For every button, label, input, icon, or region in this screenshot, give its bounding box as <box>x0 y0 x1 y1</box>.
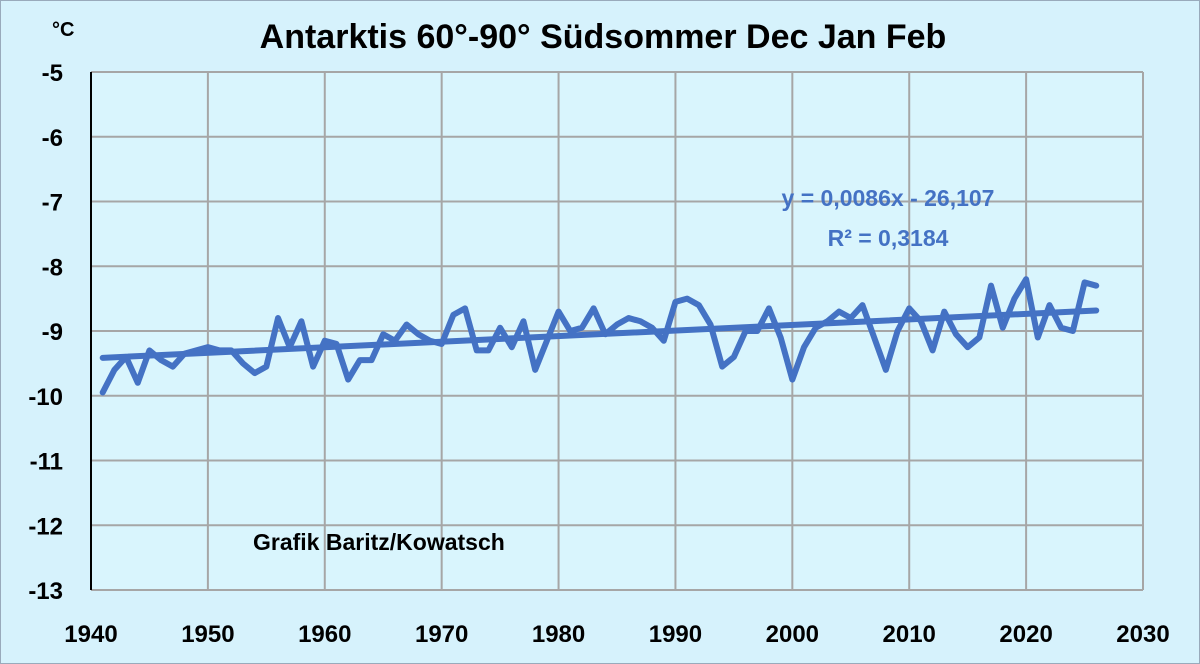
x-tick-label: 1990 <box>649 621 702 648</box>
y-tick-label: -9 <box>42 319 63 346</box>
x-tick-label: 1970 <box>415 621 468 648</box>
x-axis-ticks: 1940 1950 1960 1970 1980 1990 2000 2010 2020 2030 <box>64 621 1169 648</box>
trendline <box>99 307 1100 361</box>
data-points <box>102 279 1097 393</box>
y-tick-label: -12 <box>28 513 63 540</box>
r-squared: R² = 0,3184 <box>828 225 949 251</box>
x-tick-label: 2000 <box>766 621 819 648</box>
x-tick-label: 2020 <box>999 621 1052 648</box>
x-tick-label: 2010 <box>883 621 936 648</box>
y-tick-label: -6 <box>42 125 63 152</box>
chart-title: Antarktis 60°-90° Südsommer Dec Jan Feb <box>260 18 947 56</box>
credit-label: Grafik Baritz/Kowatsch <box>253 529 505 555</box>
y-tick-label: -8 <box>42 254 63 281</box>
y-axis-unit: °C <box>52 19 74 41</box>
y-tick-label: -7 <box>42 190 63 217</box>
y-tick-label: -5 <box>42 60 63 87</box>
x-tick-label: 1980 <box>532 621 585 648</box>
y-tick-label: -11 <box>30 449 63 476</box>
x-tick-label: 1960 <box>298 621 351 648</box>
x-tick-label: 1940 <box>64 621 117 648</box>
series-line <box>99 276 1100 396</box>
trend-equation: y = 0,0086x - 26,107 <box>782 185 995 211</box>
x-tick-label: 1950 <box>181 621 234 648</box>
y-axis-ticks: -5 -6 -7 -8 -9 -10 -11 -12 -13 <box>28 60 63 605</box>
y-tick-label: -13 <box>28 578 63 605</box>
y-tick-label: -10 <box>28 384 63 411</box>
x-tick-label: 2030 <box>1116 621 1169 648</box>
